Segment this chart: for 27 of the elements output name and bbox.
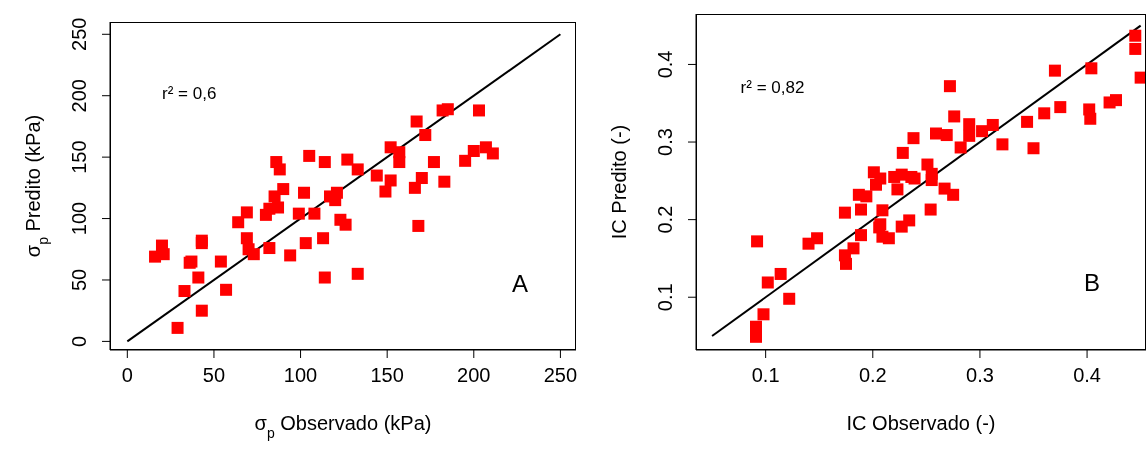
y-tick-label: 0.4 (654, 50, 676, 79)
y-tick-label: 0 (68, 335, 90, 347)
x-tick-label: 250 (543, 364, 578, 387)
y-tick-label: 100 (68, 201, 90, 236)
x-tick-label: 0.3 (966, 364, 994, 387)
x-tick-label: 0.1 (751, 364, 780, 387)
y-tick-label: 250 (68, 17, 90, 51)
x-tick-label: 0.4 (1073, 364, 1101, 387)
y-tick-label: 0.2 (654, 205, 676, 234)
y-tick-label: 200 (68, 79, 90, 113)
x-tick-label: 200 (457, 364, 491, 387)
x-tick-label: 150 (370, 364, 404, 387)
annotation: r² = 0,82 (740, 77, 805, 98)
x-tick-label: 50 (202, 364, 226, 387)
y-tick-label: 0.1 (654, 283, 676, 312)
x-tick-label: 0 (121, 364, 133, 387)
x-axis-title: σ$_{p}$ Observado (kPa) (254, 412, 432, 441)
annotation: B (1083, 268, 1101, 297)
y-tick-label: 0.3 (654, 128, 676, 156)
annotation: r² = 0,6 (162, 84, 217, 105)
annotation: A (512, 270, 529, 299)
x-tick-label: 0.2 (858, 364, 887, 387)
y-tick-label: 50 (68, 268, 90, 292)
y-axis-title: IC Predito (-) (608, 124, 630, 240)
y-tick-label: 150 (68, 140, 90, 174)
x-tick-label: 100 (283, 364, 318, 387)
x-axis-title: IC Observado (-) (846, 412, 996, 434)
